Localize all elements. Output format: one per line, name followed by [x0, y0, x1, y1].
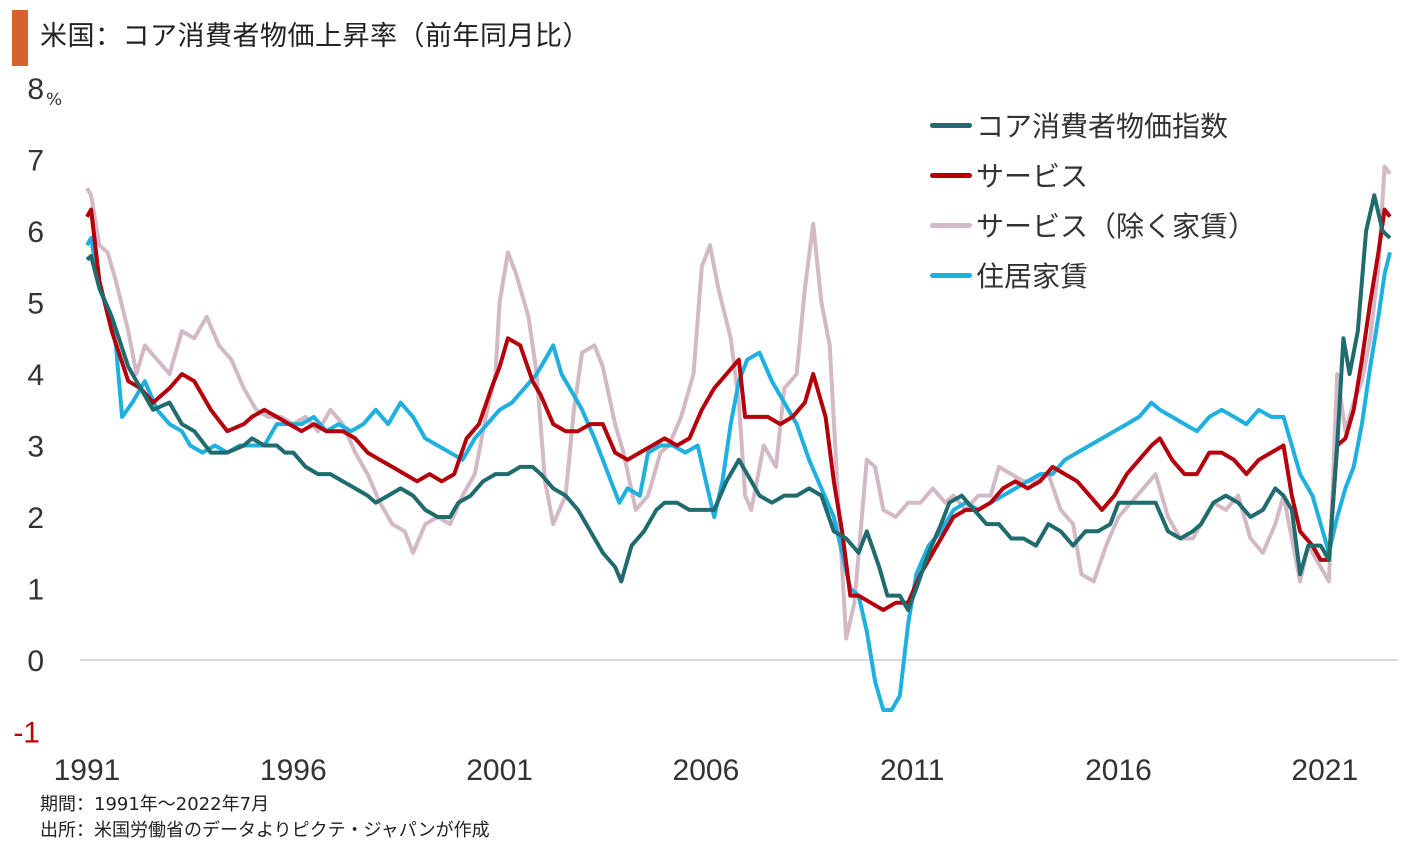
x-tick-label: 2011 [880, 754, 945, 787]
legend-label: コア消費者物価指数 [976, 110, 1229, 143]
y-axis-unit: % [46, 90, 63, 110]
x-tick-label: 1996 [260, 754, 327, 787]
x-tick-label: 2016 [1085, 754, 1152, 787]
footnote-source: 出所：米国労働省のデータよりピクテ・ジャパンが作成 [40, 820, 490, 841]
x-tick-label: 2001 [466, 754, 533, 787]
series-line-services [85, 207, 1392, 612]
legend-label: サービス（除く家賃） [976, 210, 1257, 243]
footnote-period: 期間：1991年～2022年7月 [40, 794, 270, 815]
y-tick-label: 2 [27, 502, 44, 535]
x-tick-label: 2021 [1291, 754, 1358, 787]
legend: コア消費者物価指数 サービス サービス（除く家賃） 住居家賃 [930, 100, 1256, 300]
legend-swatch-shelter-rent [930, 272, 972, 278]
y-tick-label: 7 [27, 145, 44, 178]
x-axis-ticks: 1991 1996 2001 2006 2011 2016 2021 [54, 754, 1359, 787]
y-tick-label: 3 [27, 431, 44, 464]
legend-item-services: サービス [930, 150, 1256, 200]
legend-item-services-ex-rent: サービス（除く家賃） [930, 200, 1256, 250]
y-tick-label: 5 [27, 288, 44, 321]
legend-label: 住居家賃 [976, 260, 1089, 293]
y-tick-label: 6 [27, 216, 44, 249]
y-axis-ticks: 8 7 6 5 4 3 2 1 0 -1 [13, 73, 44, 750]
y-tick-label: 4 [27, 359, 44, 392]
legend-swatch-services-ex-rent [930, 222, 972, 228]
legend-item-core-cpi: コア消費者物価指数 [930, 100, 1256, 150]
x-tick-label: 2006 [673, 754, 740, 787]
x-tick-label: 1991 [54, 754, 121, 787]
y-tick-label: -1 [13, 717, 40, 750]
series-group [85, 164, 1392, 712]
legend-swatch-services [930, 172, 972, 178]
legend-swatch-core-cpi [930, 122, 972, 128]
series-line-core-cpi [85, 193, 1392, 612]
y-tick-label: 0 [27, 645, 44, 678]
title-accent-bar [12, 10, 28, 66]
legend-label: サービス [976, 160, 1089, 193]
legend-item-shelter-rent: 住居家賃 [930, 250, 1256, 300]
y-tick-label: 1 [27, 574, 44, 607]
series-line-shelter-rent [85, 236, 1392, 712]
y-tick-label: 8 [27, 73, 44, 106]
chart-title: 米国：コア消費者物価上昇率（前年同月比） [40, 21, 590, 52]
